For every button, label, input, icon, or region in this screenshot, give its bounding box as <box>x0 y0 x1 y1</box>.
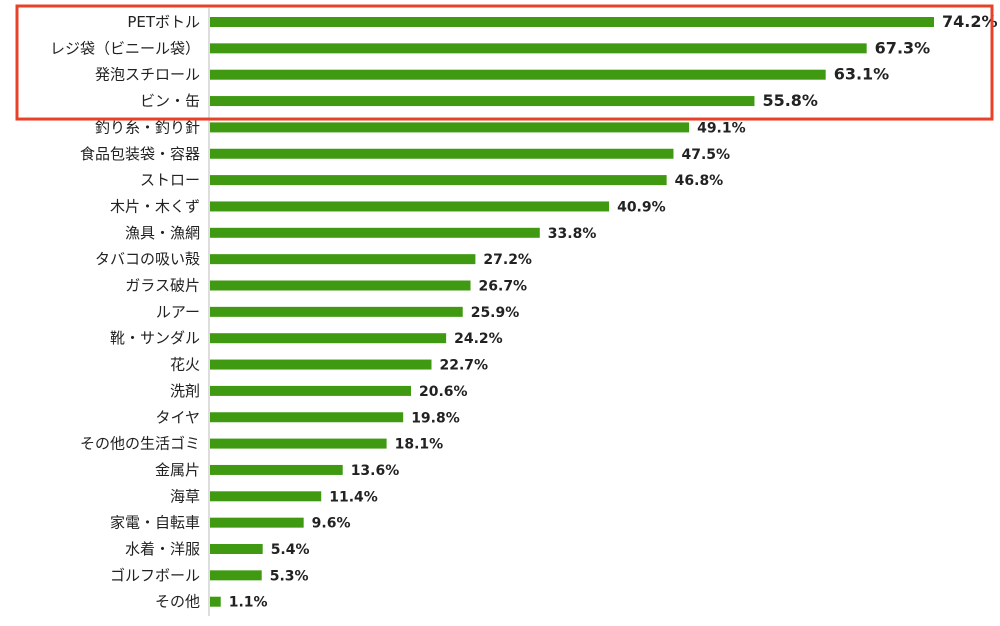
category-label: 海草 <box>170 487 200 505</box>
bar <box>210 175 667 186</box>
category-label: タイヤ <box>155 408 200 426</box>
category-label: ガラス破片 <box>125 277 200 295</box>
category-label: 食品包装袋・容器 <box>80 145 200 163</box>
value-label: 67.3% <box>875 38 931 57</box>
bar <box>210 517 304 528</box>
category-label: レジ袋（ビニール袋） <box>50 39 200 57</box>
bar <box>210 306 463 317</box>
category-label: ルアー <box>156 303 200 321</box>
bars-group: PETボトル 74.2% レジ袋（ビニール袋） 67.3% 発泡スチロール 63.1% ビン… <box>50 12 998 611</box>
bar <box>210 254 476 265</box>
category-label: 釣り糸・釣り針 <box>95 118 200 136</box>
bar <box>210 412 404 423</box>
value-label: 55.8% <box>762 91 818 110</box>
value-label: 1.1% <box>229 595 268 611</box>
category-label: ストロー <box>140 171 200 189</box>
bar <box>210 227 540 238</box>
value-label: 24.2% <box>454 331 503 347</box>
bar <box>210 96 755 107</box>
value-label: 5.3% <box>270 568 309 584</box>
category-label: 金属片 <box>155 461 200 479</box>
value-label: 74.2% <box>942 12 998 31</box>
value-label: 26.7% <box>479 279 528 295</box>
category-label: PETボトル <box>127 13 200 31</box>
bar <box>210 464 343 475</box>
category-label: 花火 <box>170 356 200 374</box>
bar <box>210 544 263 554</box>
highlight-box <box>15 4 994 121</box>
category-label: 家電・自転車 <box>110 514 200 532</box>
bar <box>210 570 262 581</box>
bar <box>210 122 690 133</box>
bar <box>210 438 387 449</box>
value-label: 20.6% <box>419 384 468 400</box>
value-label: 11.4% <box>329 489 378 505</box>
bar <box>210 69 826 80</box>
bar <box>210 17 934 27</box>
value-label: 5.4% <box>271 542 310 558</box>
bar <box>210 43 867 54</box>
value-label: 46.8% <box>675 173 724 189</box>
category-label: 木片・木くず <box>110 197 200 215</box>
category-label: 水着・洋服 <box>125 540 200 558</box>
value-label: 33.8% <box>548 226 597 242</box>
bar <box>210 201 610 212</box>
category-label: ビン・缶 <box>140 92 200 110</box>
bar <box>210 359 432 370</box>
bar <box>210 491 322 502</box>
value-label: 9.6% <box>312 516 351 532</box>
value-label: 40.9% <box>617 199 666 215</box>
value-label: 25.9% <box>471 305 520 321</box>
category-label: 漁具・漁網 <box>125 224 200 242</box>
value-label: 18.1% <box>395 437 444 453</box>
category-label: 発泡スチロール <box>95 66 200 84</box>
bar <box>210 333 447 344</box>
bar <box>210 385 412 396</box>
bar <box>210 280 471 291</box>
category-label: ゴルフボール <box>110 566 200 584</box>
value-label: 22.7% <box>439 358 488 374</box>
value-label: 49.1% <box>697 120 746 136</box>
bar <box>210 148 674 159</box>
category-label: 靴・サンダル <box>110 329 200 347</box>
category-label: 洗剤 <box>170 382 200 400</box>
value-label: 27.2% <box>483 252 532 268</box>
value-label: 13.6% <box>351 463 400 479</box>
category-label: その他 <box>155 593 200 611</box>
value-label: 47.5% <box>681 147 730 163</box>
value-label: 19.8% <box>411 410 460 426</box>
value-label: 63.1% <box>834 65 890 84</box>
bar <box>210 596 221 607</box>
category-label: その他の生活ゴミ <box>80 435 200 453</box>
category-label: タバコの吸い殻 <box>95 250 200 268</box>
